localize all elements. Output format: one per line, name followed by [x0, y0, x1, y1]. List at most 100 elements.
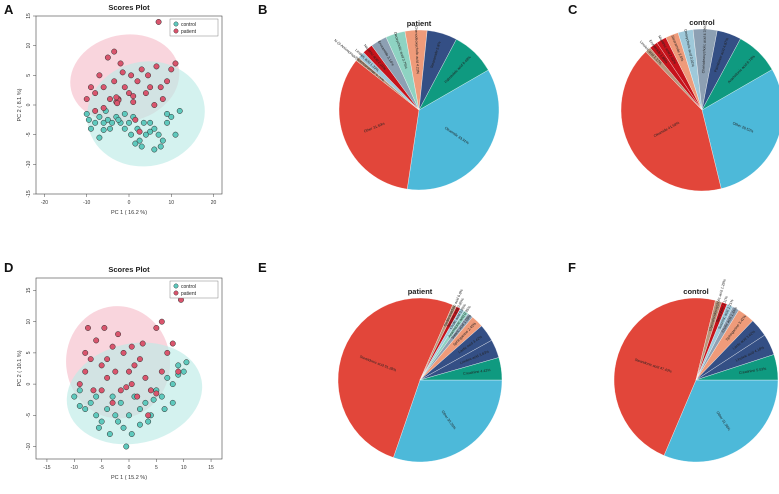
plot-title: Scores Plot	[108, 265, 150, 274]
patient-data-point	[136, 128, 143, 135]
patient-data-point	[155, 18, 162, 25]
control-data-point	[76, 387, 83, 394]
patient-data-point	[139, 340, 146, 347]
patient-data-point	[138, 66, 145, 73]
pie-title: patient	[407, 19, 432, 28]
control-data-point	[128, 131, 135, 138]
legend-label-patient: patient	[181, 29, 197, 35]
patient-data-point	[153, 63, 160, 70]
control-data-point	[123, 443, 130, 450]
patient-data-point	[119, 69, 126, 76]
patient-data-point	[92, 90, 99, 97]
patient-data-point	[132, 116, 139, 123]
control-data-point	[169, 399, 176, 406]
panel-letter-a: A	[4, 2, 14, 17]
patient-data-point	[158, 368, 165, 375]
y-tick-label: 0	[26, 382, 32, 385]
control-data-point	[93, 412, 100, 419]
control-data-point	[100, 126, 107, 133]
patient-data-point	[100, 84, 107, 91]
x-tick-label: -15	[43, 465, 50, 471]
patient-data-point	[113, 94, 120, 101]
control-data-point	[136, 406, 143, 413]
control-data-point	[106, 431, 113, 437]
control-data-point	[164, 119, 170, 126]
patient-data-point	[142, 90, 149, 97]
patient-data-point	[145, 72, 151, 79]
patient-data-point	[130, 93, 137, 100]
panel-letter-e: E	[258, 260, 267, 275]
patient-data-point	[123, 384, 130, 391]
patient-data-point	[100, 105, 107, 111]
patient-data-point	[82, 349, 89, 356]
patient-data-point	[131, 362, 138, 369]
patient-data-point	[114, 100, 121, 107]
y-tick-label: 15	[26, 287, 32, 293]
patient-data-point	[128, 72, 135, 79]
control-data-point	[147, 119, 154, 126]
patient-data-point	[153, 390, 160, 397]
legend-label-control: control	[181, 22, 196, 28]
control-data-point	[121, 125, 128, 132]
control-data-point	[85, 116, 92, 123]
y-tick-label: 5	[26, 351, 32, 354]
control-data-point	[172, 131, 179, 138]
control-data-point	[96, 113, 103, 120]
x-tick-label: -10	[71, 465, 78, 471]
patient-data-point	[128, 381, 135, 388]
y-tick-label: -5	[26, 132, 32, 137]
panel-letter-d: D	[4, 260, 13, 275]
patient-data-point	[126, 368, 132, 375]
pie-slice-label: Chenodeoxycholic acid 4.78%	[701, 24, 707, 73]
control-data-point	[115, 116, 122, 123]
patient-data-point	[104, 54, 111, 61]
x-tick-label: -5	[99, 465, 104, 471]
x-tick-label: 10	[181, 465, 187, 471]
panel-letter-c: C	[568, 2, 578, 17]
patient-data-point	[101, 324, 108, 331]
patient-data-point	[107, 96, 113, 103]
control-data-point	[161, 406, 168, 413]
control-data-point	[126, 412, 132, 419]
control-data-point	[120, 424, 127, 431]
control-data-point	[98, 418, 105, 425]
y-tick-label: 15	[26, 13, 32, 19]
patient-data-point	[151, 102, 158, 108]
control-data-point	[100, 119, 107, 126]
control-data-point	[117, 399, 124, 406]
patient-data-point	[112, 368, 119, 375]
pie-slice	[337, 297, 453, 458]
patient-data-point	[147, 84, 154, 91]
pie-slice	[393, 379, 503, 463]
pie-slice	[406, 69, 500, 191]
control-data-point	[83, 110, 90, 117]
plot-title: Scores Plot	[108, 3, 150, 12]
y-tick-label: -5	[26, 413, 32, 418]
patient-data-point	[145, 412, 152, 419]
patient-data-point	[130, 99, 137, 105]
control-data-point	[158, 393, 165, 400]
patient-data-point	[76, 381, 83, 388]
legend-box	[169, 280, 219, 299]
patient-data-point	[159, 96, 166, 103]
control-data-point	[147, 128, 154, 135]
control-data-point	[109, 119, 116, 126]
x-tick-label: 15	[208, 465, 214, 471]
pie-slice	[663, 379, 779, 463]
patient-data-point	[111, 78, 118, 85]
patient-data-point	[98, 362, 105, 369]
pie-slice	[613, 297, 716, 456]
y-tick-label: -10	[26, 443, 32, 450]
pie-slice	[419, 357, 503, 381]
control-data-point	[176, 107, 183, 114]
y-axis-label: PC 2 ( 8.1 %)	[17, 88, 23, 121]
legend-marker-control	[173, 21, 179, 27]
control-data-point	[151, 146, 158, 153]
patient-data-point	[87, 356, 94, 363]
patient-data-point	[82, 368, 89, 375]
control-data-point	[136, 137, 143, 144]
legend-marker-control	[173, 283, 179, 289]
patient-data-point	[88, 84, 94, 91]
